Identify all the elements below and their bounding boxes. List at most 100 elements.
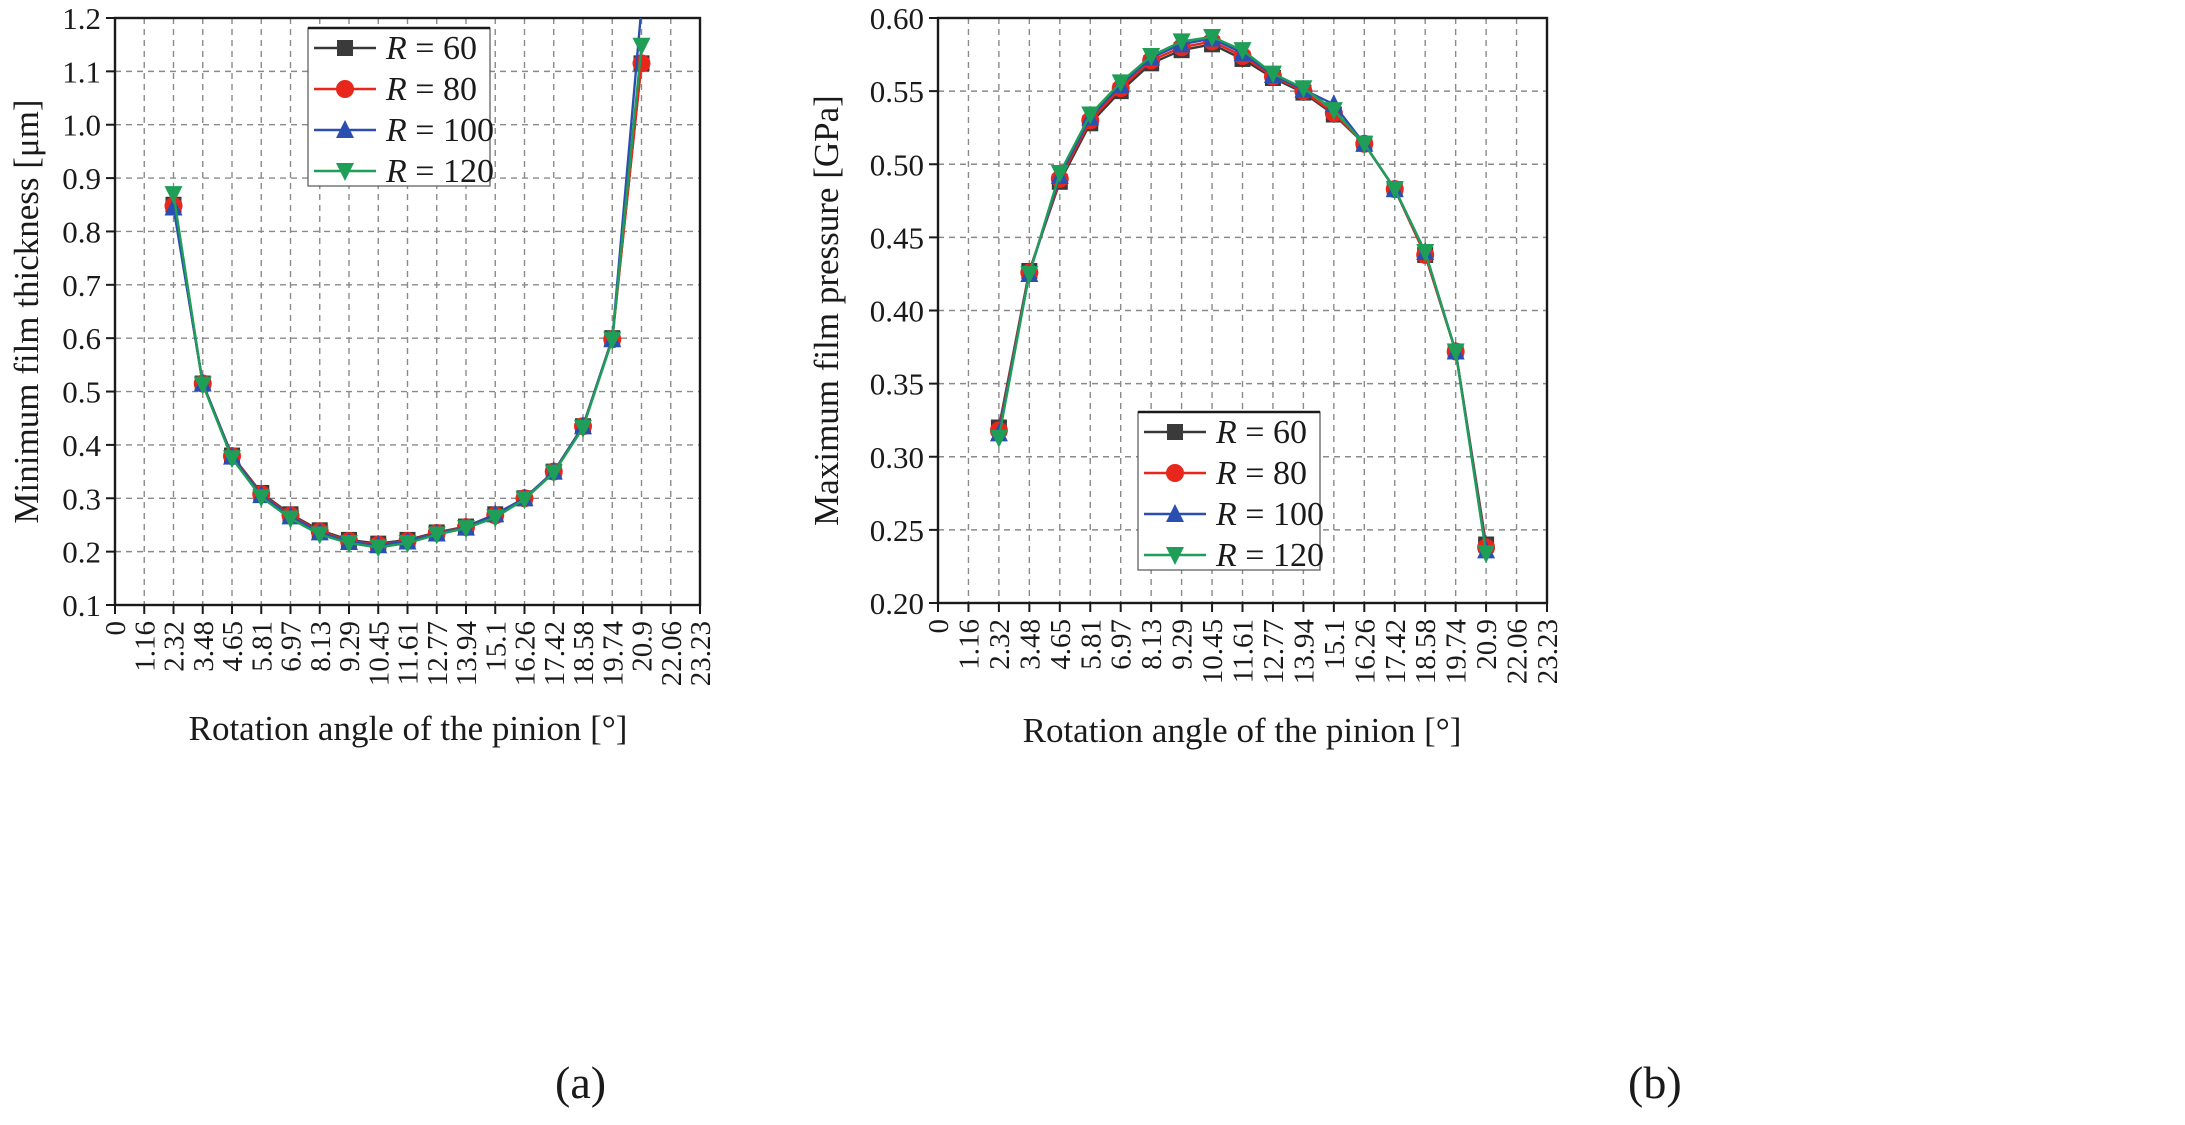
panel-b-xtick-label: 17.42 [1380, 619, 1412, 684]
panel-b-series-4-point [1294, 80, 1313, 99]
panel-a-legend-swatch-marker [337, 40, 353, 56]
panel-b-ytick-label: 0.45 [870, 220, 924, 255]
panel-b-xtick-label: 12.77 [1258, 619, 1290, 684]
panel-b-xtick-label: 20.9 [1471, 619, 1503, 670]
panel-b-series-4-point [1020, 265, 1039, 284]
panel-a-series-3-point [633, 0, 651, 15]
panel-b-x-axis-title: Rotation angle of the pinion [°] [1023, 711, 1462, 750]
panel-b-ytick-label: 0.40 [870, 294, 924, 329]
panel-a-xtick-label: 11.61 [393, 621, 425, 685]
panel-b-series-4-point [1233, 42, 1252, 61]
panel-a-legend-label: R = 80 [385, 71, 477, 108]
panel-b-legend-label: R = 80 [1215, 455, 1307, 492]
panel-a-series-3-point [164, 197, 183, 216]
panel-a-ytick-label: 0.5 [62, 375, 101, 410]
panel-a-series-4 [164, 37, 651, 558]
panel-b-legend-label: R = 100 [1215, 496, 1324, 533]
panel-b-chart: 0.20 0.25 0.30 0.35 0.40 0.45 0.50 0.55 0.60 01.1… [807, 1, 1564, 750]
panel-a-x-axis-title: Rotation angle of the pinion [°] [189, 709, 628, 748]
panel-b-xtick-label: 4.65 [1045, 619, 1077, 670]
panel-b-legend-swatch-marker [1166, 504, 1184, 522]
panel-b-legend-label-value: = 60 [1237, 414, 1307, 451]
panel-b-xtick-label: 23.23 [1532, 619, 1564, 684]
panel-b-xtick-label: 15.1 [1319, 619, 1351, 670]
panel-a-legend-label: R = 120 [385, 153, 494, 190]
panel-b-ytick-label: 0.55 [870, 74, 924, 109]
panel-b-series-4-point [1172, 33, 1191, 52]
panel-a-caption: (a) [555, 1057, 607, 1108]
panel-b-y-axis-title: Maximum film pressure [GPa] [807, 95, 846, 526]
panel-a-ytick-label: 0.8 [62, 214, 101, 249]
panel-a-series-4-point [369, 539, 388, 558]
panel-a-ytick-label: 0.4 [62, 428, 101, 463]
panel-b-xtick-label: 3.48 [1014, 619, 1046, 670]
panel-a-series-4-point [252, 489, 271, 508]
panel-a-legend-label-var: R [385, 71, 407, 108]
panel-b-ytick-label: 0.60 [870, 1, 924, 36]
panel-a-xtick-label: 8.13 [305, 621, 337, 672]
panel-a-xtick-label: 4.65 [217, 621, 249, 672]
panel-b-legend-label-value: = 80 [1237, 455, 1307, 492]
panel-b-series-4-point [1263, 65, 1282, 84]
panel-b-ytick-label: 0.30 [870, 440, 924, 475]
panel-a-series-4-point [398, 535, 417, 554]
panel-a-xtick-label: 3.48 [188, 621, 220, 672]
panel-a-series-4-point [193, 376, 212, 395]
panel-a-series-4-point [486, 509, 505, 528]
panel-b-legend-label-value: = 100 [1237, 496, 1324, 533]
panel-b-xtick-label: 11.61 [1228, 619, 1260, 683]
panel-a-ytick-label: 0.2 [62, 535, 101, 570]
panel-b-legend-label-var: R [1215, 496, 1237, 533]
panel-b-xtick-label: 16.26 [1349, 619, 1381, 684]
panel-a-xtick-label: 15.1 [480, 621, 512, 672]
panel-a-series-4-point [544, 464, 563, 483]
panel-b-legend-label-var: R [1215, 414, 1237, 451]
panel-b-legend-swatch-marker [1166, 464, 1184, 482]
panel-b-xtick-label: 2.32 [984, 619, 1016, 670]
panel-a-legend-label-var: R [385, 153, 407, 190]
panel-a-series-4-point [574, 419, 592, 438]
panel-a-series-4-point [310, 526, 329, 545]
panel-a-xtick-label: 23.23 [685, 621, 717, 686]
panel-b-legend-label: R = 120 [1215, 537, 1324, 574]
panel-a-series-4-point [164, 186, 183, 205]
panel-b-series-4-point [1385, 181, 1404, 200]
panel-a-ytick-label: 1.1 [62, 54, 101, 89]
panel-b-series-4-point [1081, 106, 1100, 125]
panel-b-xtick-label: 10.45 [1197, 619, 1229, 684]
panel-a-legend-swatch-marker [336, 80, 354, 98]
panel-a-legend-label-var: R [385, 30, 407, 67]
panel-b-xtick-label: 8.13 [1136, 619, 1168, 670]
panel-a-xtick-label: 10.45 [363, 621, 395, 686]
panel-a-xtick-label: 1.16 [129, 621, 161, 672]
panel-b-xtick-label: 6.97 [1106, 619, 1138, 670]
panel-a-series-4-point [427, 526, 446, 545]
panel-b-legend-label: R = 60 [1215, 414, 1307, 451]
panel-a-xtick-label: 0 [100, 621, 132, 636]
panel-a-legend-swatch-marker [336, 163, 354, 181]
panel-b-xtick-label: 5.81 [1075, 619, 1107, 670]
panel-a-legend-label-value: = 120 [407, 153, 494, 190]
panel-b-legend-label-value: = 120 [1237, 537, 1324, 574]
panel-a-series-4-point [223, 450, 241, 469]
panel-a-xtick-label: 16.26 [510, 621, 542, 686]
panel-a-xtick-label: 9.29 [334, 621, 366, 672]
panel-b-series-4 [989, 29, 1496, 564]
panel-a-ytick-label: 0.7 [62, 268, 101, 303]
panel-a-series-4-point [457, 520, 475, 539]
panel-b-xtick-label: 1.16 [953, 619, 985, 670]
panel-b-legend-swatch-marker [1167, 424, 1183, 440]
panel-b-series-4-point [1324, 102, 1343, 121]
panel-a-ytick-label: 0.6 [62, 321, 101, 356]
panel-b-xtick-label: 18.58 [1410, 619, 1442, 684]
panel-a-xtick-label: 20.9 [627, 621, 659, 672]
panel-b-series-4-point [1050, 165, 1069, 184]
panel-a-legend-label-var: R [385, 112, 407, 149]
panel-b-ytick-label: 0.25 [870, 513, 924, 548]
panel-a-series-4-point [340, 535, 358, 554]
panel-b-legend-label-var: R [1215, 455, 1237, 492]
panel-b-series-4-point [1477, 545, 1496, 564]
